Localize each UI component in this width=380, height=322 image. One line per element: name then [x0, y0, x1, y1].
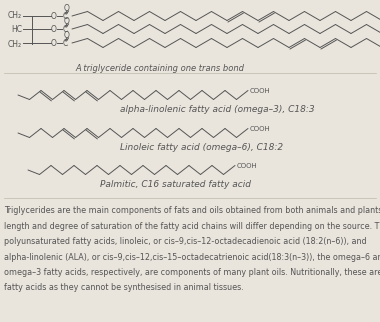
Text: alpha-linolenic fatty acid (omega–3), C18:3: alpha-linolenic fatty acid (omega–3), C1… [120, 105, 315, 114]
Text: fatty acids as they cannot be synthesised in animal tissues.: fatty acids as they cannot be synthesise… [4, 283, 244, 292]
Text: Linoleic fatty acid (omega–6), C18:2: Linoleic fatty acid (omega–6), C18:2 [120, 143, 283, 152]
Text: O: O [64, 4, 70, 13]
Text: O: O [51, 24, 57, 33]
Text: O: O [51, 39, 57, 48]
Text: length and degree of saturation of the fatty acid chains will differ depending o: length and degree of saturation of the f… [4, 222, 380, 231]
Text: C: C [62, 12, 68, 21]
Text: C: C [62, 24, 68, 33]
Text: omega–3 fatty acids, respectively, are components of many plant oils. Nutritiona: omega–3 fatty acids, respectively, are c… [4, 268, 380, 277]
Text: Palmitic, C16 saturated fatty acid: Palmitic, C16 saturated fatty acid [100, 180, 251, 189]
Text: HC: HC [11, 24, 22, 33]
Text: CH₂: CH₂ [8, 11, 22, 20]
Text: CH₂: CH₂ [8, 40, 22, 49]
Text: C: C [62, 39, 68, 48]
Text: polyunsaturated fatty acids, linoleic, or cis–9,cis–12-octadecadienoic acid (18:: polyunsaturated fatty acids, linoleic, o… [4, 237, 367, 246]
Text: alpha-linolenic (ALA), or cis–9,cis–12,cis–15–octadecatrienoic acid(18:3(n–3)), : alpha-linolenic (ALA), or cis–9,cis–12,c… [4, 252, 380, 261]
Text: Triglycerides are the main components of fats and oils obtained from both animal: Triglycerides are the main components of… [4, 206, 380, 215]
Text: O: O [64, 31, 70, 40]
Text: COOH: COOH [250, 88, 271, 93]
Text: O: O [64, 16, 70, 25]
Text: COOH: COOH [237, 163, 258, 168]
Text: A triglyceride containing one trans bond: A triglyceride containing one trans bond [75, 64, 244, 73]
Text: O: O [51, 12, 57, 21]
Text: COOH: COOH [250, 126, 271, 131]
